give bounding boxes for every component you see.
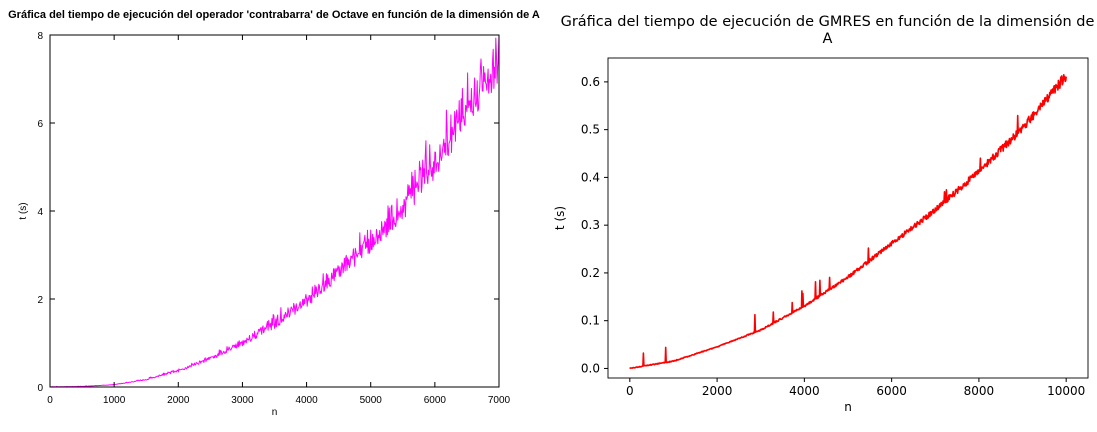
y-tick-label: 0 — [37, 383, 43, 394]
plot-frame — [49, 34, 500, 388]
octave-chart-svg: 0 1000 2000 3000 4000 5000 6000 7000 0 2 4 6 8 n t (s) — [18, 31, 511, 418]
x-tick-label: 0 — [47, 395, 53, 406]
x-tick-label: 2000 — [702, 384, 733, 398]
y-tick-label: 0.6 — [581, 75, 600, 89]
series-line — [50, 34, 500, 388]
x-tick-label: 7000 — [488, 395, 511, 406]
octave-chart-panel: Gráfica del tiempo de ejecución del oper… — [0, 0, 548, 432]
x-tick-label: 2000 — [167, 395, 190, 406]
gmres-chart-svg: 0 2000 4000 6000 8000 10000 0.0 0.1 0.2 0.3 0.4 0.5… — [553, 57, 1089, 414]
y-tick-label: 0.5 — [581, 123, 600, 137]
gmres-chart-panel: Gráfica del tiempo de ejecución de GMRES… — [548, 0, 1097, 432]
y-tick-label: 8 — [37, 31, 43, 42]
x-tick-label: 5000 — [360, 395, 383, 406]
x-tick-label: 8000 — [964, 384, 995, 398]
x-tick-label: 4000 — [295, 395, 318, 406]
x-tick-label: 10000 — [1047, 384, 1085, 398]
series-line — [629, 74, 1067, 370]
chart-title-octave: Gráfica del tiempo de ejecución del oper… — [8, 9, 540, 21]
x-tick-label: 0 — [626, 384, 634, 398]
y-axis-label: t (s) — [553, 206, 567, 230]
x-axis-label: n — [272, 407, 278, 418]
chart-title-gmres: Gráfica del tiempo de ejecución de GMRES… — [560, 14, 1095, 47]
x-tick-label: 1000 — [103, 395, 126, 406]
y-tick-label: 0.1 — [581, 314, 600, 328]
y-tick-label: 0.0 — [581, 361, 600, 375]
y-tick-label: 0.3 — [581, 218, 600, 232]
y-tick-label: 0.4 — [581, 170, 600, 184]
y-axis-label: t (s) — [18, 202, 29, 219]
y-tick-label: 4 — [37, 207, 43, 218]
x-tick-label: 4000 — [789, 384, 820, 398]
x-axis-label: n — [844, 400, 852, 414]
y-tick-label: 2 — [37, 295, 43, 306]
x-tick-label: 6000 — [876, 384, 907, 398]
plot-frame — [607, 57, 1089, 379]
y-tick-label: 6 — [37, 119, 43, 130]
x-tick-label: 3000 — [231, 395, 254, 406]
x-tick-label: 6000 — [424, 395, 447, 406]
y-tick-label: 0.2 — [581, 266, 600, 280]
